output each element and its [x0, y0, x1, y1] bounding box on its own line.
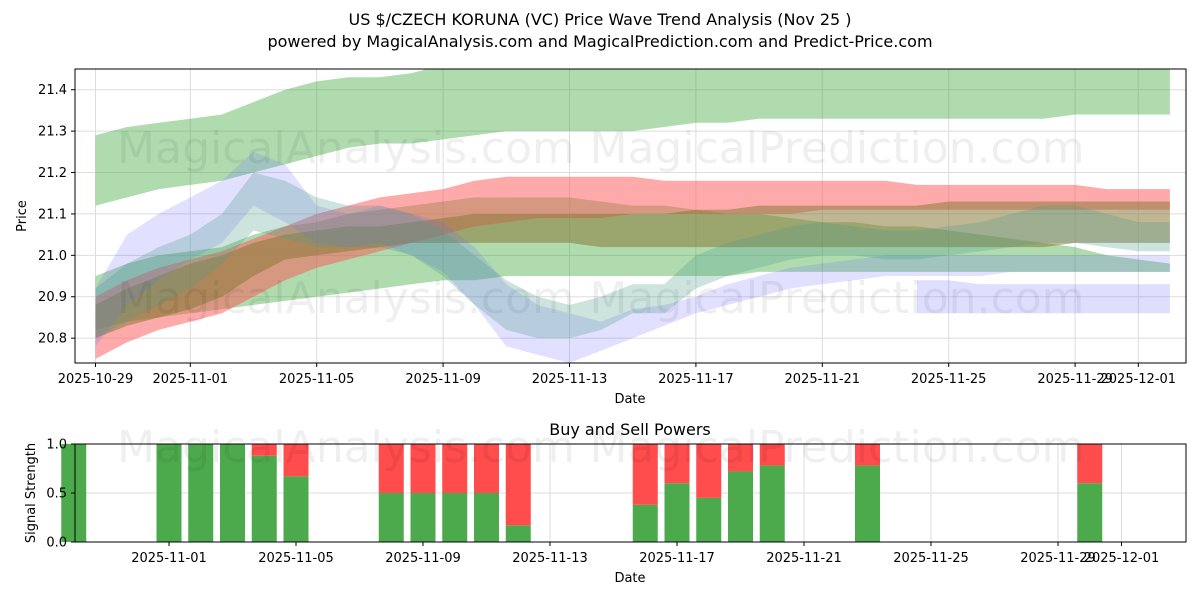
buy-bar	[505, 525, 531, 542]
watermark-analysis-bottom: MagicalAnalysis.com	[117, 422, 575, 473]
signal-x-tick-label: 2025-11-21	[766, 551, 842, 566]
price-bands	[95, 69, 1170, 363]
signal-x-tick-label: 2025-11-05	[258, 551, 334, 566]
signal-y-tick-label: 0.0	[46, 536, 67, 551]
buy-bar	[728, 471, 753, 542]
buy-bar	[283, 476, 309, 542]
buy-bar	[410, 493, 436, 542]
price-x-tick-label: 2025-12-01	[1101, 372, 1177, 387]
signal-bars	[61, 444, 1103, 542]
price-y-tick-label: 21.4	[38, 83, 67, 98]
buy-bar	[156, 444, 182, 542]
watermark-prediction-top: MagicalPrediction.com	[590, 123, 1085, 174]
sell-bar	[251, 444, 277, 456]
price-x-tick-label: 2025-11-13	[532, 372, 608, 387]
signal-y-tick-label: 1.0	[46, 438, 67, 453]
price-x-tick-label: 2025-10-29	[58, 372, 134, 387]
price-x-tick-label: 2025-11-01	[153, 372, 229, 387]
sell-bar	[759, 444, 785, 466]
sell-bar	[728, 444, 753, 472]
buy-bar	[378, 493, 404, 542]
signal-x-tick-label: 2025-11-13	[512, 551, 588, 566]
sell-bar	[378, 444, 404, 493]
buy-bar	[251, 455, 277, 542]
sell-bar	[664, 444, 690, 484]
signal-y-tick-label: 0.5	[46, 487, 67, 502]
price-y-tick-label: 21.0	[38, 249, 67, 264]
chart-subtitle: powered by MagicalAnalysis.com and Magic…	[267, 32, 932, 51]
buy-bar	[696, 497, 722, 542]
signal-y-ticks: 0.0 0.5 1.0	[46, 438, 75, 551]
price-x-tick-label: 2025-11-29	[1037, 372, 1113, 387]
sell-bar	[283, 444, 309, 477]
price-plot-frame	[74, 68, 1187, 364]
price-y-tick-label: 21.2	[38, 166, 67, 181]
buy-bar	[664, 483, 690, 542]
watermark-analysis-top: MagicalAnalysis.com	[117, 123, 575, 174]
buy-bar	[474, 493, 499, 542]
signal-x-label: Date	[614, 571, 645, 586]
signal-x-tick-label: 2025-11-09	[385, 551, 461, 566]
buy-bar	[855, 465, 880, 542]
signal-x-tick-label: 2025-11-01	[131, 551, 207, 566]
buy-bar	[220, 444, 245, 542]
price-x-tick-label: 2025-11-17	[658, 372, 734, 387]
buy-bar	[632, 504, 658, 542]
buy-bar	[442, 493, 468, 542]
price-x-tick-label: 2025-11-25	[911, 372, 987, 387]
price-x-ticks: 2025-10-29 2025-11-01 2025-11-05 2025-11-09…	[58, 363, 1176, 387]
price-panel: MagicalAnalysis.com MagicalPrediction.co…	[15, 68, 1187, 407]
signal-title: Buy and Sell Powers	[549, 420, 711, 439]
watermark-prediction-mid: MagicalPrediction.com	[590, 273, 1085, 324]
price-x-tick-label: 2025-11-09	[405, 372, 481, 387]
buy-bar	[1077, 483, 1103, 542]
signal-x-ticks: 2025-11-01 2025-11-05 2025-11-09 2025-11-13…	[131, 542, 1159, 566]
band-blue-wave	[95, 151, 1170, 363]
sell-bar	[696, 444, 722, 498]
price-y-tick-label: 20.9	[38, 290, 67, 305]
price-y-tick-label: 20.8	[38, 332, 67, 347]
sell-bar	[474, 444, 499, 493]
signal-x-tick-label: 2025-11-25	[893, 551, 969, 566]
price-x-tick-label: 2025-11-21	[785, 372, 861, 387]
buy-bar	[188, 444, 214, 542]
sell-bar	[505, 444, 531, 526]
sell-bar	[632, 444, 658, 505]
sell-bar	[410, 444, 436, 493]
buy-bar	[759, 465, 785, 542]
signal-x-tick-label: 2025-11-17	[639, 551, 715, 566]
chart-title: US $/CZECH KORUNA (VC) Price Wave Trend …	[348, 10, 851, 29]
price-y-tick-label: 21.1	[38, 207, 67, 222]
signal-x-tick-label: 2025-11-29	[1020, 551, 1096, 566]
sell-bar	[855, 444, 880, 466]
watermark-prediction-bottom: MagicalPrediction.com	[590, 422, 1085, 473]
band-red	[95, 176, 1170, 359]
band-blue-flat	[917, 280, 1170, 314]
signal-x-tick-label: 2025-12-01	[1084, 551, 1160, 566]
price-x-tick-label: 2025-11-05	[279, 372, 355, 387]
sell-bar	[1077, 444, 1103, 484]
watermark-analysis-mid: MagicalAnalysis.com	[117, 273, 575, 324]
sell-bar	[442, 444, 468, 493]
band-teal-wave	[95, 172, 1170, 339]
signal-y-label: Signal Strength	[24, 443, 39, 543]
signal-panel: Buy and Sell Powers MagicalAnalysis.com …	[24, 420, 1187, 586]
price-x-label: Date	[614, 392, 645, 407]
band-green-upper	[95, 69, 1170, 206]
price-y-tick-label: 21.3	[38, 125, 67, 140]
price-y-label: Price	[15, 200, 30, 232]
band-brown	[95, 201, 1170, 339]
price-y-ticks: 20.8 20.9 21.0 21.1 21.2 21.3 21.4	[38, 83, 75, 347]
